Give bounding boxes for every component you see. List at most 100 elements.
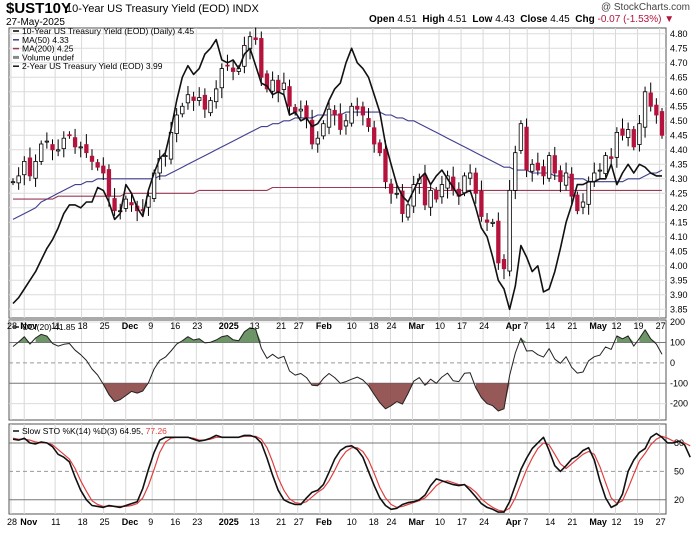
candle-body <box>33 160 38 179</box>
candle-body <box>298 108 303 112</box>
candle-body <box>383 148 388 183</box>
candle-body <box>507 189 512 272</box>
x-tick-label: 23 <box>192 321 202 331</box>
y-tick-label: 100 <box>670 337 685 347</box>
candle-body <box>388 183 394 194</box>
legend-entry: MA(50) 4.33 <box>22 35 69 45</box>
candle-body <box>61 137 66 150</box>
candle-body <box>631 129 636 148</box>
y-tick-label: 200 <box>670 317 685 327</box>
high-label: High <box>422 14 445 25</box>
stoch-d-line <box>12 435 691 512</box>
y-tick-label: -200 <box>670 399 688 409</box>
y-tick-label: 4.60 <box>670 87 688 97</box>
ohlc-readout: Open 4.51 High 4.51 Low 4.43 Close 4.45 … <box>369 14 674 25</box>
candle-body <box>259 38 264 78</box>
candle-body <box>72 137 78 148</box>
candle-body <box>439 184 445 198</box>
x-tick-label: Feb <box>316 517 333 527</box>
stoch-k-line <box>12 432 691 513</box>
candle-body <box>609 156 614 159</box>
x-tick-label: 14 <box>545 321 555 331</box>
candle-body <box>191 96 196 101</box>
candle-body <box>78 146 83 149</box>
y-tick-label: 4.45 <box>670 130 688 140</box>
candle-body <box>422 174 428 206</box>
candle-body <box>654 104 659 116</box>
candle-body <box>597 169 603 172</box>
x-tick-label: 12 <box>611 321 621 331</box>
candle-body <box>174 114 179 134</box>
candle-body <box>575 194 580 212</box>
candle-body <box>185 94 191 104</box>
x-tick-label: Mar <box>409 321 426 331</box>
x-tick-label: 27 <box>294 321 304 331</box>
candle-body <box>343 120 349 127</box>
candle-body <box>642 91 648 128</box>
sto-legend-d: 77.26 <box>146 426 168 436</box>
x-tick-label: Nov <box>20 517 37 527</box>
x-tick-label: 21 <box>567 517 577 527</box>
x-tick-label: 10 <box>435 517 445 527</box>
x-tick-label: 27 <box>656 517 666 527</box>
candle-body <box>563 172 569 186</box>
x-tick-label: 24 <box>386 517 396 527</box>
y-tick-label: 4.25 <box>670 188 688 198</box>
candle-body <box>163 155 168 158</box>
chg-down-icon: ▼ <box>664 14 675 25</box>
cci-oversold-fill <box>103 383 510 411</box>
x-tick-label: Apr <box>506 517 522 527</box>
x-tick-label: 23 <box>192 517 202 527</box>
x-tick-label: 9 <box>148 321 153 331</box>
x-tick-label: 18 <box>369 321 379 331</box>
ma200-line <box>13 186 662 200</box>
watermark: @ StockCharts.com <box>600 2 690 13</box>
candle-body <box>309 119 315 145</box>
candle-body <box>338 113 343 130</box>
chg-label: Chg <box>575 14 595 25</box>
legend-entry: Volume undef <box>22 52 75 62</box>
candle-body <box>55 149 61 152</box>
candle-body <box>637 123 642 145</box>
y-tick-label: 50 <box>674 466 684 476</box>
x-tick-label: 27 <box>294 517 304 527</box>
candle-body <box>270 79 275 92</box>
candle-body <box>264 73 270 90</box>
y-tick-label: 4.65 <box>670 72 688 82</box>
exchange-label: INDX <box>232 3 259 15</box>
x-tick-label: 11 <box>51 517 60 527</box>
instrument-name-text: 10-Year US Treasury Yield (EOD) <box>66 3 230 15</box>
x-tick-label: 27 <box>656 321 666 331</box>
candle-body <box>496 220 501 264</box>
low-value: 4.43 <box>495 14 515 25</box>
cci-panel <box>8 319 667 421</box>
y-tick-label: 4.55 <box>670 101 688 111</box>
x-tick-label: 18 <box>369 517 379 527</box>
y-tick-label: 0 <box>670 358 675 368</box>
candle-body <box>535 162 540 171</box>
candle-body <box>625 129 631 139</box>
low-label: Low <box>472 14 493 25</box>
y-tick-label: 4.30 <box>670 174 688 184</box>
y-tick-label: 4.00 <box>670 261 688 271</box>
x-tick-label: 28 <box>7 517 17 527</box>
candle-body <box>428 189 433 208</box>
candle-body <box>586 181 591 205</box>
y-tick-label: 4.20 <box>670 203 688 213</box>
symbol-title: $UST10Y <box>6 0 72 17</box>
y-tick-label: 4.50 <box>670 116 688 126</box>
candle-body <box>659 111 665 136</box>
open-label: Open <box>369 14 395 25</box>
y-tick-label: 4.15 <box>670 217 688 227</box>
candle-body <box>400 190 405 214</box>
candle-body <box>44 140 50 143</box>
two-year-yield-line <box>12 38 662 311</box>
candle-body <box>321 123 326 137</box>
candle-body <box>360 106 366 116</box>
candle-body <box>518 123 524 151</box>
candle-body <box>84 144 89 154</box>
y-tick-label: 3.95 <box>670 275 688 285</box>
y-tick-label: 4.40 <box>670 145 688 155</box>
candle-body <box>490 221 495 224</box>
